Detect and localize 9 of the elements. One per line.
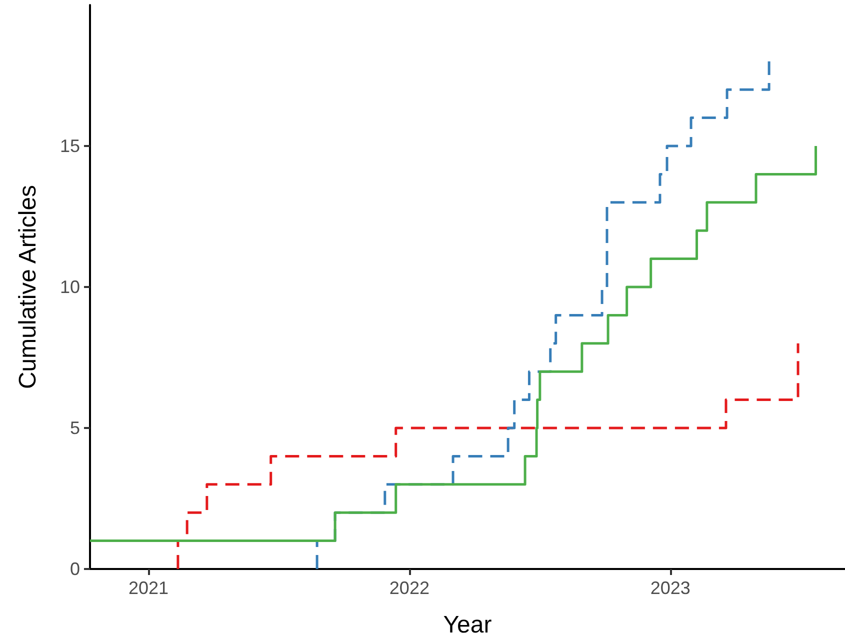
x-tick-label: 2022	[389, 578, 430, 598]
x-tick-label: 2023	[650, 578, 690, 598]
y-tick-label: 0	[70, 559, 80, 579]
y-tick-label: 5	[70, 418, 80, 438]
y-axis-title: Cumulative Articles	[14, 184, 42, 390]
x-tick-label: 2021	[128, 578, 168, 598]
x-axis-title: Year	[443, 612, 492, 638]
y-tick-label: 15	[60, 136, 80, 156]
y-tick-label: 10	[60, 277, 80, 297]
